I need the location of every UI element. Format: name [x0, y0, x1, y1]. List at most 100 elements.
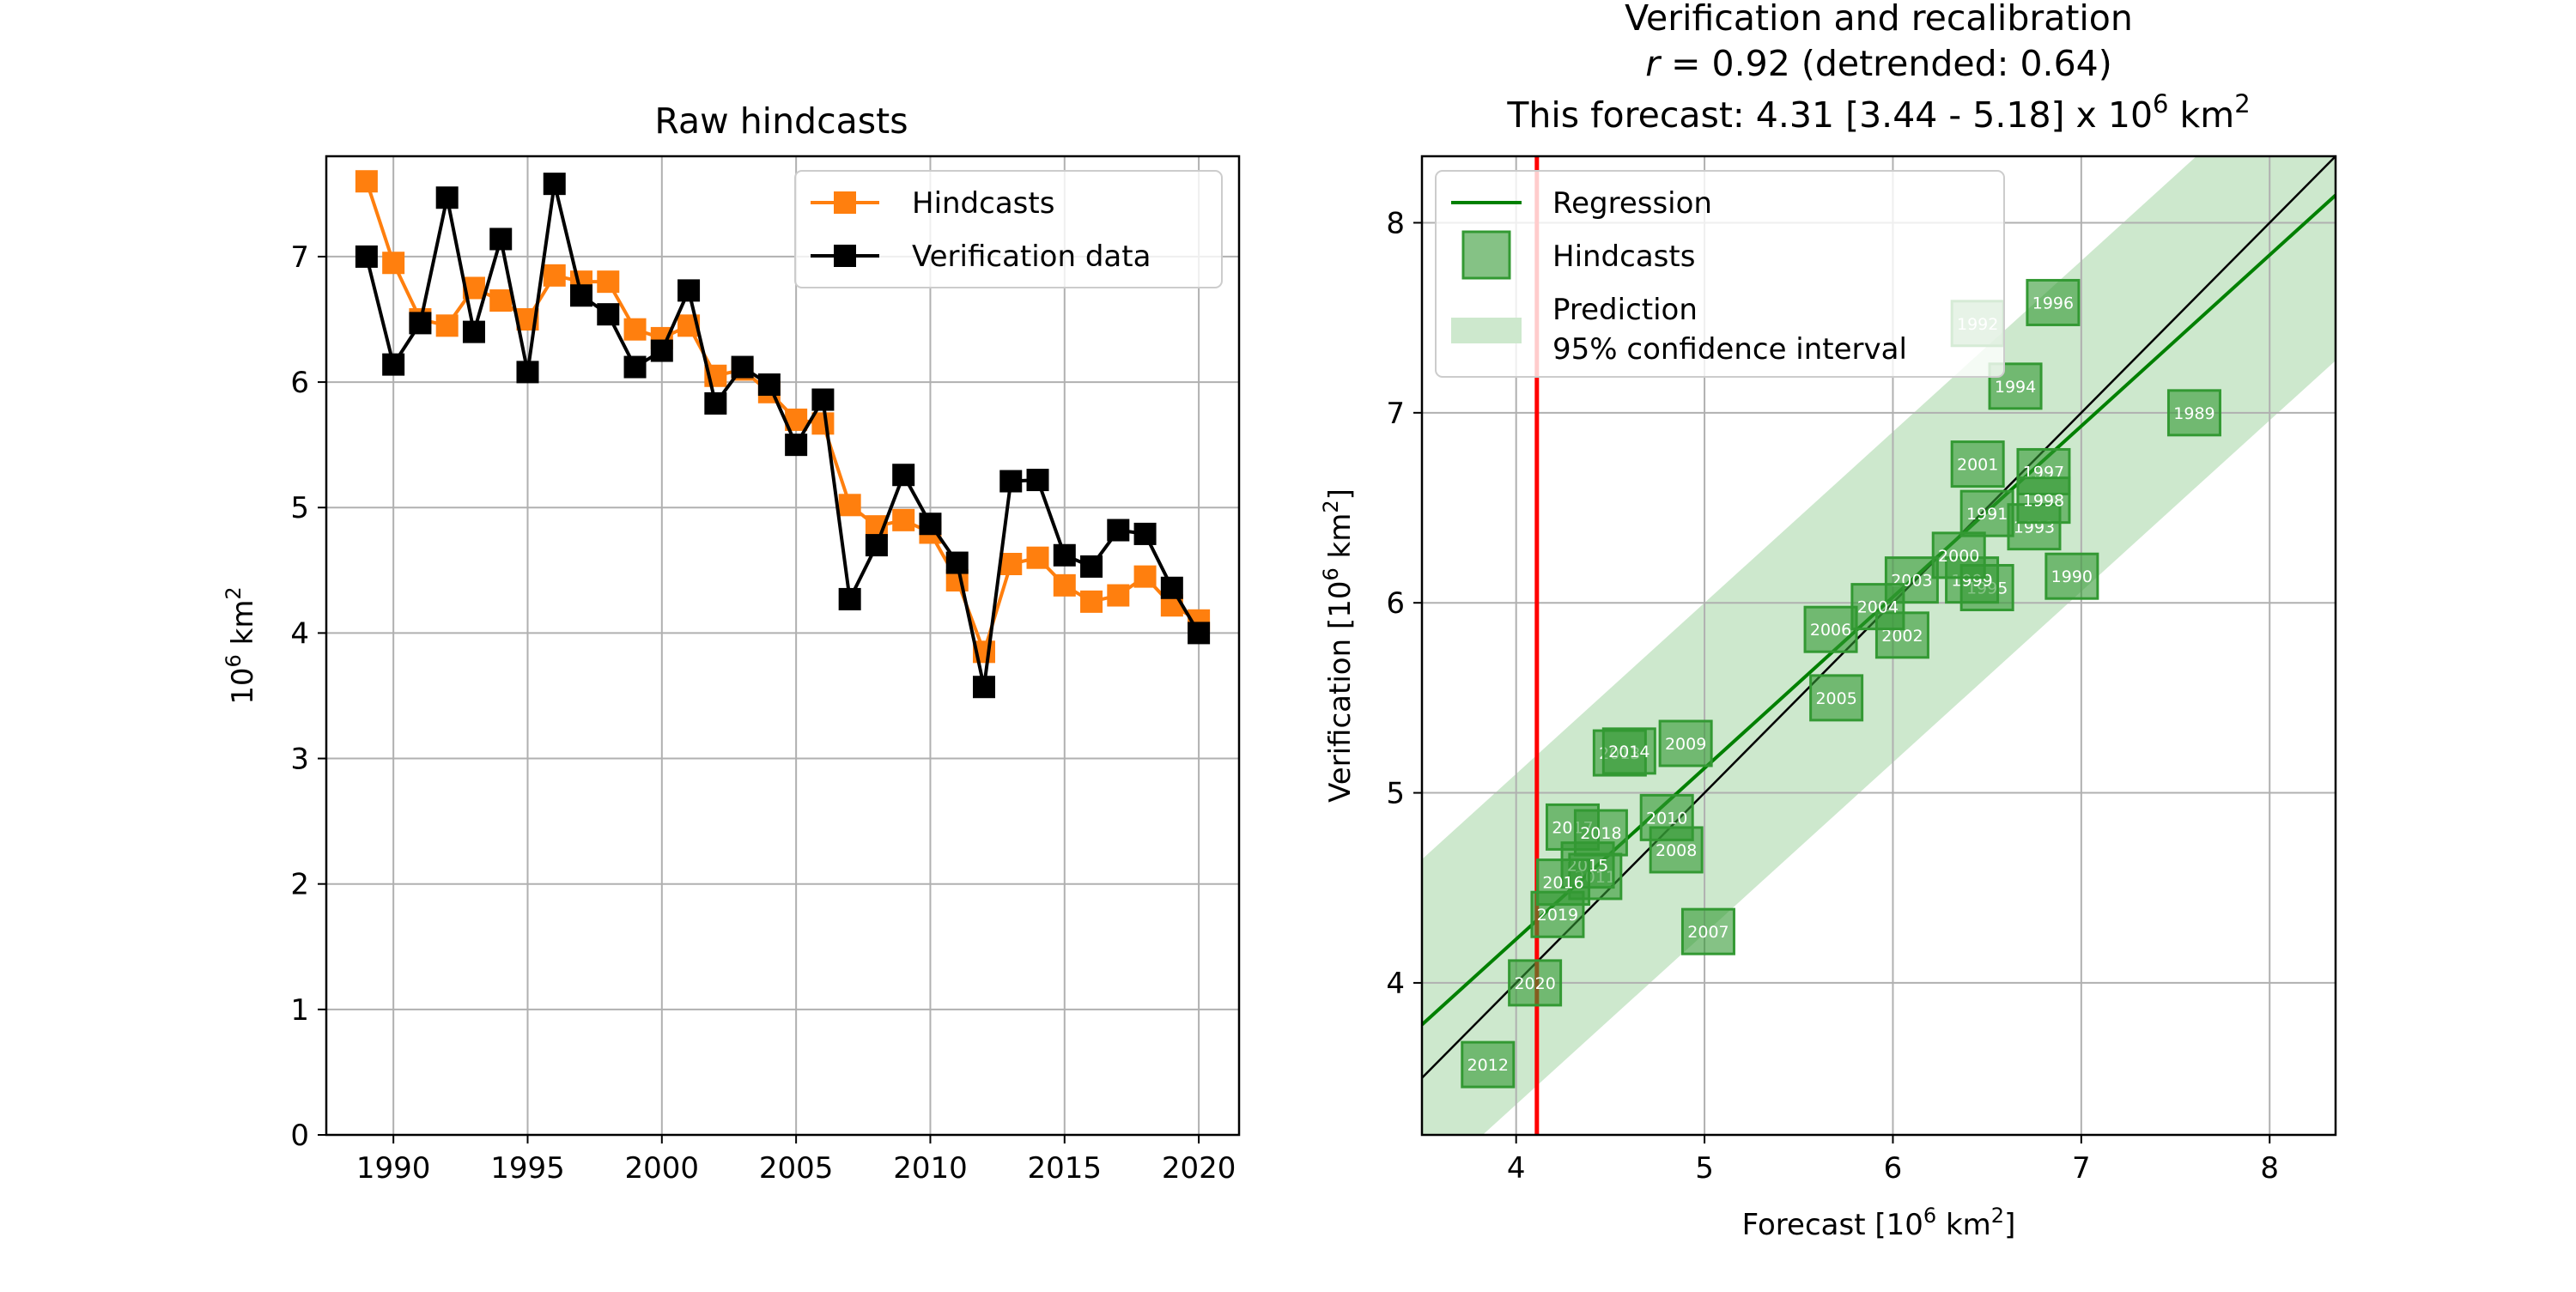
- legend-hindcasts-square: [1461, 230, 1511, 280]
- hindcast-square: [2026, 278, 2081, 326]
- hindcast-square: [1850, 583, 1905, 631]
- right-x-tick-label: 6: [1884, 1151, 1903, 1186]
- hindcast-marker: [435, 314, 459, 337]
- verification-line: [364, 182, 1200, 689]
- left-y-tick-label: 7: [290, 240, 309, 275]
- verification-marker: [865, 534, 888, 557]
- left-y-tick-label: 5: [290, 491, 309, 525]
- hindcast-marker: [811, 412, 835, 435]
- hindcast-year-label: 2019: [1537, 906, 1578, 925]
- verification-marker: [462, 320, 485, 343]
- left-y-tick-label: 1: [290, 993, 309, 1028]
- verification-marker: [382, 353, 405, 376]
- verification-marker: [757, 373, 781, 396]
- hindcast-square: [1573, 809, 1628, 857]
- right-chart-subtitle-forecast: This forecast: 4.31 [3.44 - 5.18] x 106 …: [1506, 89, 2250, 136]
- hindcast-year-label: 1998: [2023, 492, 2064, 511]
- left-legend: Hindcasts Verification data: [794, 170, 1223, 288]
- hindcast-year-label: 2009: [1665, 735, 1706, 754]
- hindcast-marker: [382, 252, 405, 275]
- left-y-tick-label: 3: [290, 743, 309, 777]
- left-x-tick-label: 2000: [625, 1151, 700, 1186]
- right-y-tick-label: 8: [1386, 206, 1405, 240]
- verification-marker: [1188, 622, 1211, 645]
- right-x-tick-label: 4: [1507, 1151, 1526, 1186]
- left-y-axis-label: 106 km2: [222, 586, 260, 704]
- legend-hindcasts-marker: [834, 191, 856, 214]
- verification-marker: [919, 513, 942, 536]
- right-chart: Verification and recalibration r = 0.92 …: [1319, 0, 2337, 1242]
- verification-marker: [1053, 543, 1076, 567]
- verification-marker: [435, 186, 459, 209]
- right-x-tick-label: 5: [1695, 1151, 1714, 1186]
- legend-verification-label: Verification data: [912, 240, 1151, 274]
- hindcast-marker: [489, 289, 513, 312]
- verification-marker: [623, 355, 647, 379]
- verification-marker: [945, 551, 969, 574]
- hindcast-square: [2166, 389, 2221, 437]
- right-y-tick-label: 5: [1386, 777, 1405, 811]
- right-legend: Regression Hindcasts Prediction 95% conf…: [1435, 170, 2005, 378]
- legend-prediction-label: Prediction: [1552, 293, 1698, 327]
- hindcast-square: [1959, 489, 2014, 537]
- hindcast-square: [2016, 476, 2071, 525]
- hindcast-year-label: 2014: [1608, 743, 1649, 761]
- right-plot-frame: [1420, 155, 2337, 1137]
- hindcast-year-label: 2010: [1646, 809, 1687, 828]
- left-x-tick-label: 1995: [490, 1151, 565, 1186]
- hindcast-marker: [1026, 546, 1049, 569]
- verification-marker: [489, 227, 513, 251]
- hindcast-square: [2044, 552, 2099, 600]
- legend-hindcasts-label: Hindcasts: [912, 186, 1054, 221]
- right-x-axis-label: Forecast [106 km2]: [1742, 1204, 2016, 1242]
- left-x-tick-label: 2010: [893, 1151, 968, 1186]
- verification-marker: [597, 303, 620, 326]
- hindcast-square: [1803, 605, 1858, 653]
- verification-marker: [811, 388, 835, 411]
- hindcast-marker: [1107, 584, 1130, 607]
- left-y-tick-label: 4: [290, 616, 309, 651]
- hindcast-year-label: 2002: [1881, 627, 1923, 646]
- verification-marker: [999, 470, 1023, 493]
- right-chart-subtitle-r: r = 0.92 (detrended: 0.64): [1645, 43, 2112, 84]
- hindcast-square: [1658, 719, 1713, 767]
- left-y-tick-label: 6: [290, 366, 309, 400]
- verification-marker: [543, 173, 566, 196]
- hindcast-year-label: 2006: [1810, 621, 1851, 640]
- right-y-axis-label: Verification [106 km2]: [1319, 488, 1358, 803]
- legend-regression-label: Regression: [1552, 186, 1712, 221]
- hindcast-year-label: 2005: [1815, 689, 1856, 708]
- verification-marker: [704, 391, 727, 415]
- verification-marker: [570, 284, 593, 307]
- verification-marker: [838, 587, 861, 610]
- hindcast-year-label: 2001: [1957, 456, 1998, 475]
- hindcast-year-label: 2004: [1857, 598, 1899, 617]
- verification-marker: [1107, 519, 1130, 542]
- hindcast-year-label: 2012: [1467, 1056, 1509, 1075]
- right-chart-title: Verification and recalibration: [1625, 0, 2133, 39]
- hindcast-square: [1931, 531, 1986, 579]
- verification-marker: [409, 312, 432, 335]
- hindcast-year-label: 2016: [1542, 874, 1583, 893]
- hindcast-year-label: 1994: [1995, 378, 2036, 397]
- right-y-tick-label: 6: [1386, 586, 1405, 621]
- left-chart: Raw hindcasts 106 km2 1990 1995 2000 2005 20…: [222, 100, 1241, 1186]
- legend-hindcasts-label-right: Hindcasts: [1552, 240, 1695, 274]
- hindcast-marker: [999, 553, 1023, 575]
- right-x-tick-label: 8: [2260, 1151, 2279, 1186]
- hindcast-year-label: 2008: [1656, 841, 1697, 860]
- verification-marker: [731, 355, 754, 379]
- verification-marker: [677, 279, 701, 302]
- hindcast-square: [1601, 727, 1656, 775]
- left-y-tick-label: 2: [290, 868, 309, 902]
- hindcast-year-label: 1990: [2051, 567, 2093, 586]
- left-data: [355, 170, 1211, 699]
- verification-marker: [1026, 469, 1049, 492]
- hindcast-year-label: 1991: [1966, 505, 2008, 524]
- right-y-tick-label: 7: [1386, 397, 1405, 431]
- hindcast-marker: [1133, 565, 1157, 588]
- hindcast-year-label: 2000: [1938, 547, 1979, 566]
- hindcast-year-label: 1989: [2173, 404, 2215, 423]
- verification-marker: [1080, 555, 1103, 578]
